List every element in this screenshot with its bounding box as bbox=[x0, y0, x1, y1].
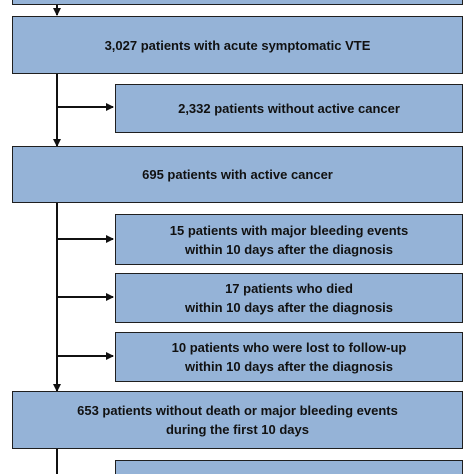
lost-followup-text-line-2: within 10 days after the diagnosis bbox=[184, 359, 394, 374]
major-bleeding-text-line-1: 15 patients with major bleeding events bbox=[169, 222, 409, 238]
flow-box-no-cancer: 2,332 patients without active cancer bbox=[115, 84, 463, 133]
flow-box-bottom-partial bbox=[115, 460, 463, 474]
flow-box-died: 17 patients who died within 10 days afte… bbox=[115, 273, 463, 323]
acute-vte-text: 3,027 patients with acute symptomatic VT… bbox=[104, 37, 371, 53]
flow-box-top-partial bbox=[12, 0, 463, 5]
no-cancer-text: 2,332 patients without active cancer bbox=[178, 101, 400, 116]
lost-followup-text-line-1: 10 patients who were lost to follow-up bbox=[171, 340, 407, 355]
flow-box-active-cancer: 695 patients with active cancer bbox=[12, 146, 463, 203]
flow-box-acute-vte: 3,027 patients with acute symptomatic VT… bbox=[12, 16, 463, 74]
active-cancer-text: 695 patients with active cancer bbox=[142, 167, 333, 182]
without-death-text-line-1: 653 patients without death or major blee… bbox=[77, 403, 398, 418]
without-death-text-line-2: during the first 10 days bbox=[165, 422, 310, 437]
died-text-line-2: within 10 days after the diagnosis bbox=[184, 300, 394, 315]
flow-box-without-death: 653 patients without death or major blee… bbox=[12, 391, 463, 449]
major-bleeding-text-line-2: within 10 days after the diagnosis bbox=[184, 241, 394, 257]
flow-box-lost-followup: 10 patients who were lost to follow-up w… bbox=[115, 332, 463, 382]
died-text-line-1: 17 patients who died bbox=[225, 281, 353, 296]
flow-box-major-bleeding: 15 patients with major bleeding events w… bbox=[115, 214, 463, 265]
